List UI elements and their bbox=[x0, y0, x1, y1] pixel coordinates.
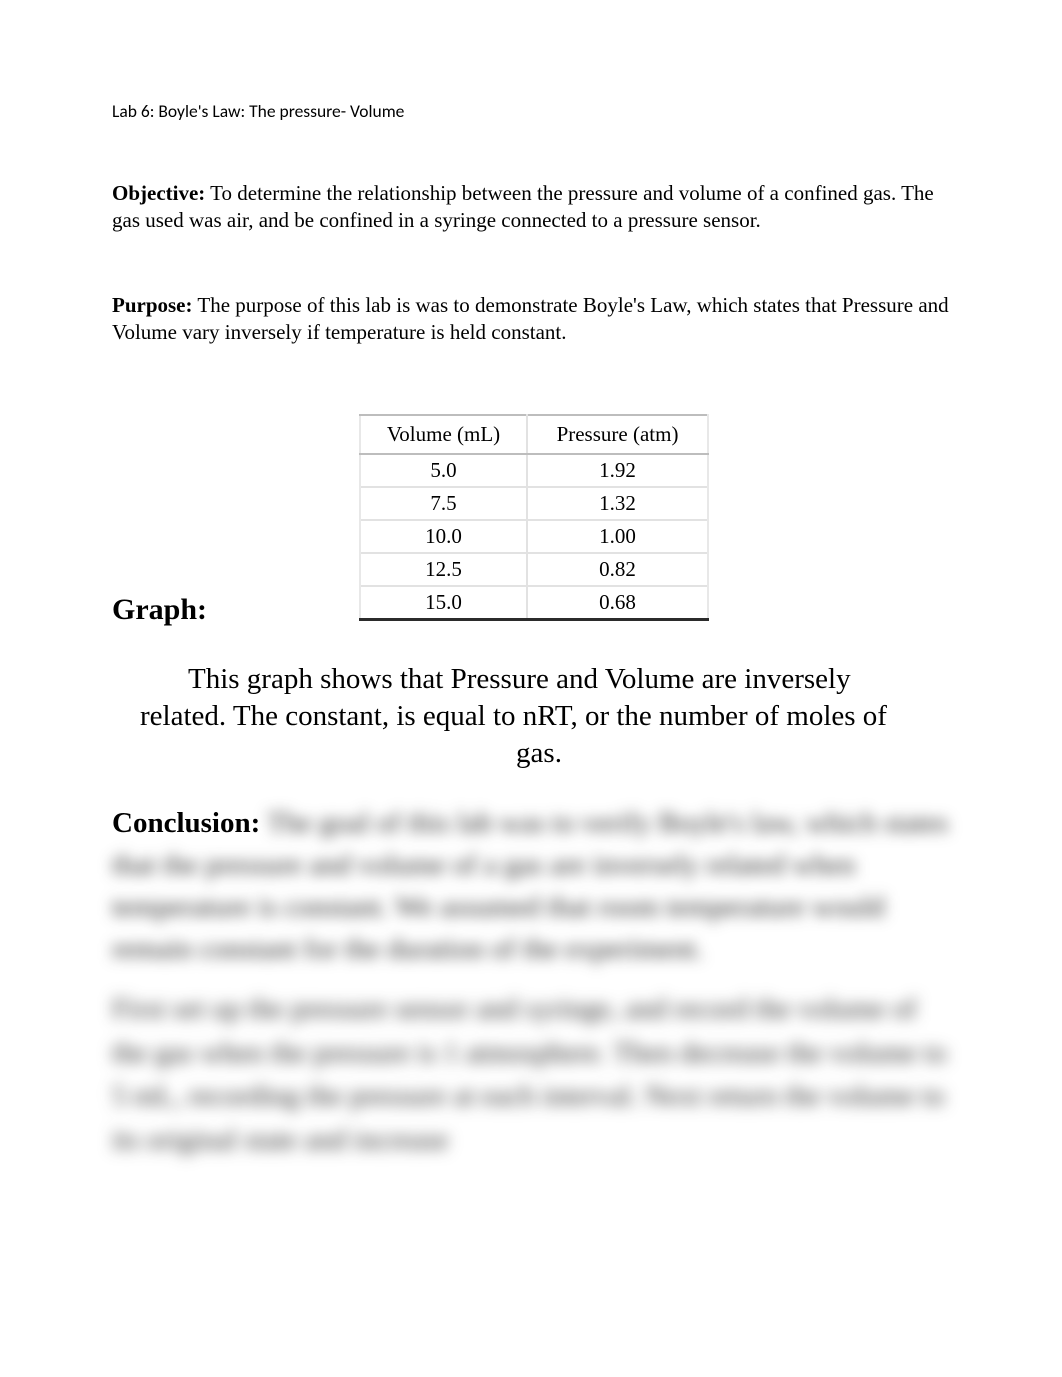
data-table-container: Volume (mL) Pressure (atm) 5.0 1.92 7.5 … bbox=[112, 414, 956, 621]
col-header-pressure: Pressure (atm) bbox=[527, 415, 708, 454]
cell-volume: 15.0 bbox=[360, 586, 527, 620]
table-row: 5.0 1.92 bbox=[360, 454, 708, 487]
cell-volume: 10.0 bbox=[360, 520, 527, 553]
conclusion-label: Conclusion: bbox=[112, 807, 260, 839]
purpose-paragraph: Purpose: The purpose of this lab is was … bbox=[112, 292, 956, 346]
cell-volume: 7.5 bbox=[360, 487, 527, 520]
spacer bbox=[112, 254, 956, 292]
col-header-volume: Volume (mL) bbox=[360, 415, 527, 454]
graph-text-line1: This graph shows that Pressure and Volum… bbox=[188, 663, 851, 695]
cell-pressure: 1.92 bbox=[527, 454, 708, 487]
objective-label: Objective: bbox=[112, 181, 205, 205]
graph-description: This graph shows that Pressure and Volum… bbox=[140, 661, 938, 772]
graph-text-line2: related. The constant, is equal to nRT, … bbox=[140, 700, 887, 732]
conclusion-blurred-text-2: First set up the pressure sensor and syr… bbox=[112, 988, 956, 1162]
cell-volume: 12.5 bbox=[360, 553, 527, 586]
conclusion-paragraph: Conclusion: The goal of this lab was to … bbox=[112, 802, 956, 970]
objective-paragraph: Objective: To determine the relationship… bbox=[112, 180, 956, 234]
spacer bbox=[112, 366, 956, 404]
table-row: 10.0 1.00 bbox=[360, 520, 708, 553]
blurred-content: Conclusion: The goal of this lab was to … bbox=[112, 802, 956, 1162]
cell-volume: 5.0 bbox=[360, 454, 527, 487]
cell-pressure: 1.32 bbox=[527, 487, 708, 520]
table-row: 15.0 0.68 bbox=[360, 586, 708, 620]
table-header-row: Volume (mL) Pressure (atm) bbox=[360, 415, 708, 454]
lab-title: Lab 6: Boyle's Law: The pressure- Volume bbox=[112, 100, 956, 122]
table-row: 12.5 0.82 bbox=[360, 553, 708, 586]
graph-text-line3: gas. bbox=[140, 735, 938, 772]
purpose-label: Purpose: bbox=[112, 293, 193, 317]
purpose-text: The purpose of this lab is was to demons… bbox=[112, 293, 949, 344]
cell-pressure: 0.82 bbox=[527, 553, 708, 586]
data-table: Volume (mL) Pressure (atm) 5.0 1.92 7.5 … bbox=[359, 414, 709, 621]
cell-pressure: 1.00 bbox=[527, 520, 708, 553]
cell-pressure: 0.68 bbox=[527, 586, 708, 620]
objective-text: To determine the relationship between th… bbox=[112, 181, 934, 232]
table-row: 7.5 1.32 bbox=[360, 487, 708, 520]
